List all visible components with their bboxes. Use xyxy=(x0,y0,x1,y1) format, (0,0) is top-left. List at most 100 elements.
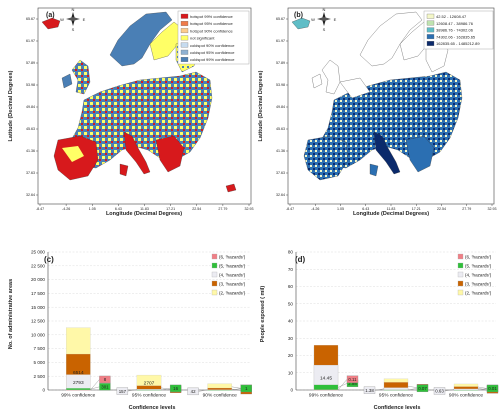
bar-segment xyxy=(453,388,479,391)
panel-b-tag: (b) xyxy=(294,12,303,19)
x-tick-label: 90% confidence xyxy=(449,393,483,399)
chart-d-xlabel: Confidence levels xyxy=(374,405,421,411)
legend-swatch xyxy=(180,13,189,19)
legend-label: 74302.06 - 162835.65 xyxy=(436,34,476,39)
compass-b-e: E xyxy=(334,17,337,22)
y-tick-label: 30 xyxy=(288,336,294,341)
legend-label: (2, 'hazards') xyxy=(465,290,492,295)
data-label: 301 xyxy=(101,385,109,390)
data-callout xyxy=(486,384,499,393)
legend-label: 12608.47 - 38986.76 xyxy=(436,21,474,26)
legend-label: (3, 'hazards') xyxy=(465,281,492,286)
legend-label: coldspot 90% confidence xyxy=(190,43,235,48)
x-tick-label: 95% confidence xyxy=(132,393,166,399)
legend-label: 42.52 - 12608.47 xyxy=(436,14,467,19)
data-label: 6514 xyxy=(73,370,84,376)
legend-swatch xyxy=(426,34,435,40)
y-tick-label: 2 500 xyxy=(34,374,46,379)
y-tick-label: 20 xyxy=(288,353,294,358)
legend-label: (5, 'hazards') xyxy=(219,263,246,268)
map-x-tick-label: -8.47 xyxy=(36,207,44,211)
map-y-tick-label: 65.67 xyxy=(276,17,285,21)
legend-label: 38986.76 - 74302.06 xyxy=(436,28,474,33)
map-a-ylabel: Latitude (Decimal Degrees) xyxy=(8,70,14,141)
legend-swatch xyxy=(180,57,189,62)
compass-e: E xyxy=(83,17,86,22)
data-callout xyxy=(169,384,182,393)
map-y-tick-label: 41.36 xyxy=(26,149,35,153)
panel-a-tag: (a) xyxy=(46,12,55,19)
map-x-tick-label: 17.21 xyxy=(166,207,175,211)
compass-rose-icon-a: N S E W xyxy=(60,7,86,32)
bar-segment xyxy=(66,388,91,391)
legend-swatch xyxy=(457,289,464,296)
y-tick-label: 80 xyxy=(288,250,294,255)
map-a-xlabel: Longitude (Decimal Degrees) xyxy=(106,211,182,217)
x-tick-label: 90% confidence xyxy=(203,393,237,399)
map-y-tick-label: 37.63 xyxy=(276,171,285,175)
map-x-tick-label: -4.26 xyxy=(311,207,319,211)
europe-map-hotspots xyxy=(41,11,237,193)
panel-c-tag: (c) xyxy=(44,255,54,264)
legend-label: (4, 'hazards') xyxy=(219,272,246,277)
map-x-tick-label: 6.43 xyxy=(115,207,122,211)
legend-swatch xyxy=(457,271,464,278)
y-tick-label: 10 xyxy=(288,370,294,375)
y-tick-label: 22 500 xyxy=(31,263,45,268)
map-y-tick-label: 61.97 xyxy=(276,39,285,43)
data-label: 16 xyxy=(173,386,178,391)
data-label: 1 xyxy=(245,386,248,391)
legend-swatch xyxy=(457,253,464,260)
compass-w: W xyxy=(60,17,64,22)
legend-swatch xyxy=(426,41,435,46)
data-callout xyxy=(363,386,376,394)
map-a-legend: hotspot 99% confidence hotspot 95% confid… xyxy=(177,10,250,65)
legend-label: hotspot 90% confidence xyxy=(190,28,233,33)
data-label: 1.38 xyxy=(365,388,374,393)
panel-d-tag: (d) xyxy=(295,255,306,264)
legend-label: (4, 'hazards') xyxy=(465,272,492,277)
map-b-x-ticks: -8.47 -4.26 1.05 6.43 11.83 17.21 22.54 27.79 32… xyxy=(286,204,497,211)
y-tick-label: 5 000 xyxy=(34,360,46,365)
map-y-tick-label: 41.36 xyxy=(276,149,285,153)
legend-swatch xyxy=(426,20,435,26)
compass-n: N xyxy=(72,7,75,12)
map-b-ylabel: Latitude (Decimal Degrees) xyxy=(258,70,264,141)
legend-label: (2, 'hazards') xyxy=(219,290,246,295)
y-tick-label: 0 xyxy=(290,388,293,393)
y-tick-label: 60 xyxy=(288,284,294,289)
map-y-tick-label: 65.67 xyxy=(26,17,35,21)
map-a-y-ticks: 65.67 61.97 57.89 53.98 49.84 45.63 41.36 37.63… xyxy=(26,17,38,197)
y-tick-label: 50 xyxy=(288,301,294,306)
legend-swatch xyxy=(426,13,435,19)
map-y-tick-label: 37.63 xyxy=(26,171,35,175)
map-x-tick-label: 1.05 xyxy=(89,207,96,211)
data-label: 2793 xyxy=(73,380,84,386)
legend-label: (6, 'hazards') xyxy=(219,254,246,259)
data-label: 0.11 xyxy=(348,377,357,382)
data-callout xyxy=(116,387,129,395)
legend-swatch xyxy=(211,280,218,287)
map-y-tick-label: 53.98 xyxy=(276,83,285,87)
data-callout xyxy=(433,387,446,395)
map-y-tick-label: 45.63 xyxy=(276,127,285,131)
map-b-y-ticks: 65.67 61.97 57.89 53.98 49.84 45.63 41.36 37.63… xyxy=(276,17,288,197)
data-callout xyxy=(99,383,111,391)
y-tick-label: 17 500 xyxy=(31,291,45,296)
map-y-tick-label: 57.89 xyxy=(26,61,35,65)
legend-label: 162835.65 - 1485212.89 xyxy=(436,41,480,46)
y-tick-label: 10 000 xyxy=(31,332,45,337)
bar-panel-c: (c) 0 2 500 5 000 7 500 10 000 12 500 15 000 17… xyxy=(8,250,252,411)
y-tick-label: 25 000 xyxy=(31,250,45,255)
compass-b-n: N xyxy=(323,7,326,12)
data-label: 2707 xyxy=(144,380,155,386)
map-x-tick-label: 32.93 xyxy=(245,207,254,211)
y-tick-label: 40 xyxy=(288,319,294,324)
legend-swatch xyxy=(180,49,189,55)
map-b-xlabel: Longitude (Decimal Degrees) xyxy=(353,211,429,217)
chart-c: 0 2 500 5 000 7 500 10 000 12 500 15 000 17 500… xyxy=(31,250,252,399)
chart-c-xlabel: Confidence levels xyxy=(129,405,176,411)
